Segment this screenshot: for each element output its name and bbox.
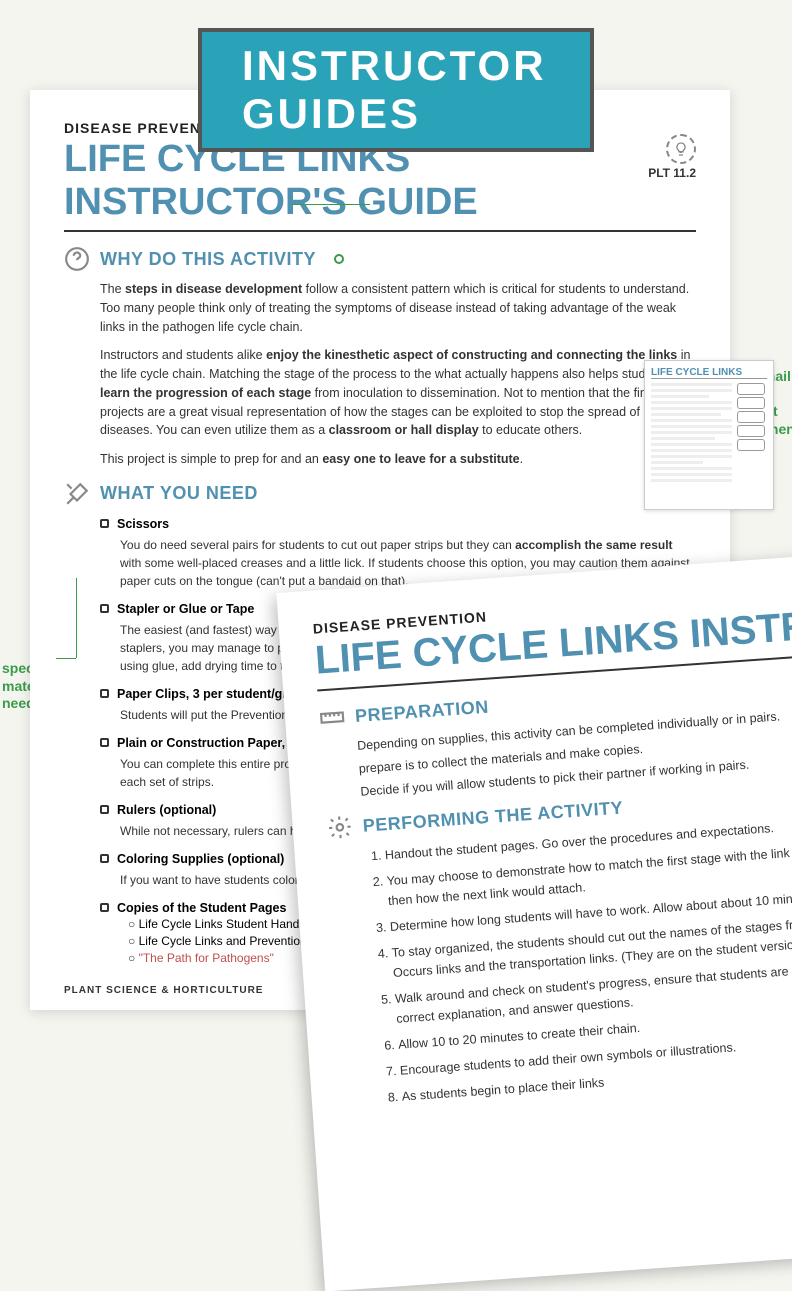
ruler-icon (318, 704, 346, 732)
plt-code: PLT 11.2 (648, 166, 696, 180)
section-need: WHAT YOU NEED (64, 481, 696, 507)
steps-list: Handout the student pages. Go over the p… (328, 810, 792, 1111)
doc-title: LIFE CYCLE LINKS INSTRUCTOR'S GUIDE (64, 138, 696, 232)
section-why: WHY DO THIS ACTIVITY (64, 246, 696, 272)
thumb-title: LIFE CYCLE LINKS (651, 367, 767, 379)
section-title-why: WHY DO THIS ACTIVITY (100, 249, 316, 270)
section-title-prep: PREPARATION (354, 696, 489, 726)
annotation-marker (334, 254, 344, 264)
connector-line (292, 204, 370, 205)
gear-icon (326, 814, 354, 842)
title-banner: INSTRUCTOR GUIDES (198, 28, 594, 152)
footer-text: PLANT SCIENCE & HORTICULTURE (64, 985, 263, 996)
question-icon (64, 246, 90, 272)
paragraph-3: This project is simple to prep for and a… (64, 450, 696, 469)
banner-text: INSTRUCTOR GUIDES (242, 42, 550, 138)
paragraph-1: The steps in disease development follow … (64, 280, 696, 336)
thumbnail-preview: LIFE CYCLE LINKS (644, 360, 774, 510)
paragraph-2: Instructors and students alike enjoy the… (64, 346, 696, 440)
connector-line (56, 658, 76, 659)
section-title-need: WHAT YOU NEED (100, 483, 258, 504)
tools-icon (64, 481, 90, 507)
connector-line (76, 578, 77, 658)
lightbulb-icon (666, 134, 696, 164)
page-2: DISEASE PREVENTION LIFE CYCLE LINKS INST… (276, 549, 792, 1291)
